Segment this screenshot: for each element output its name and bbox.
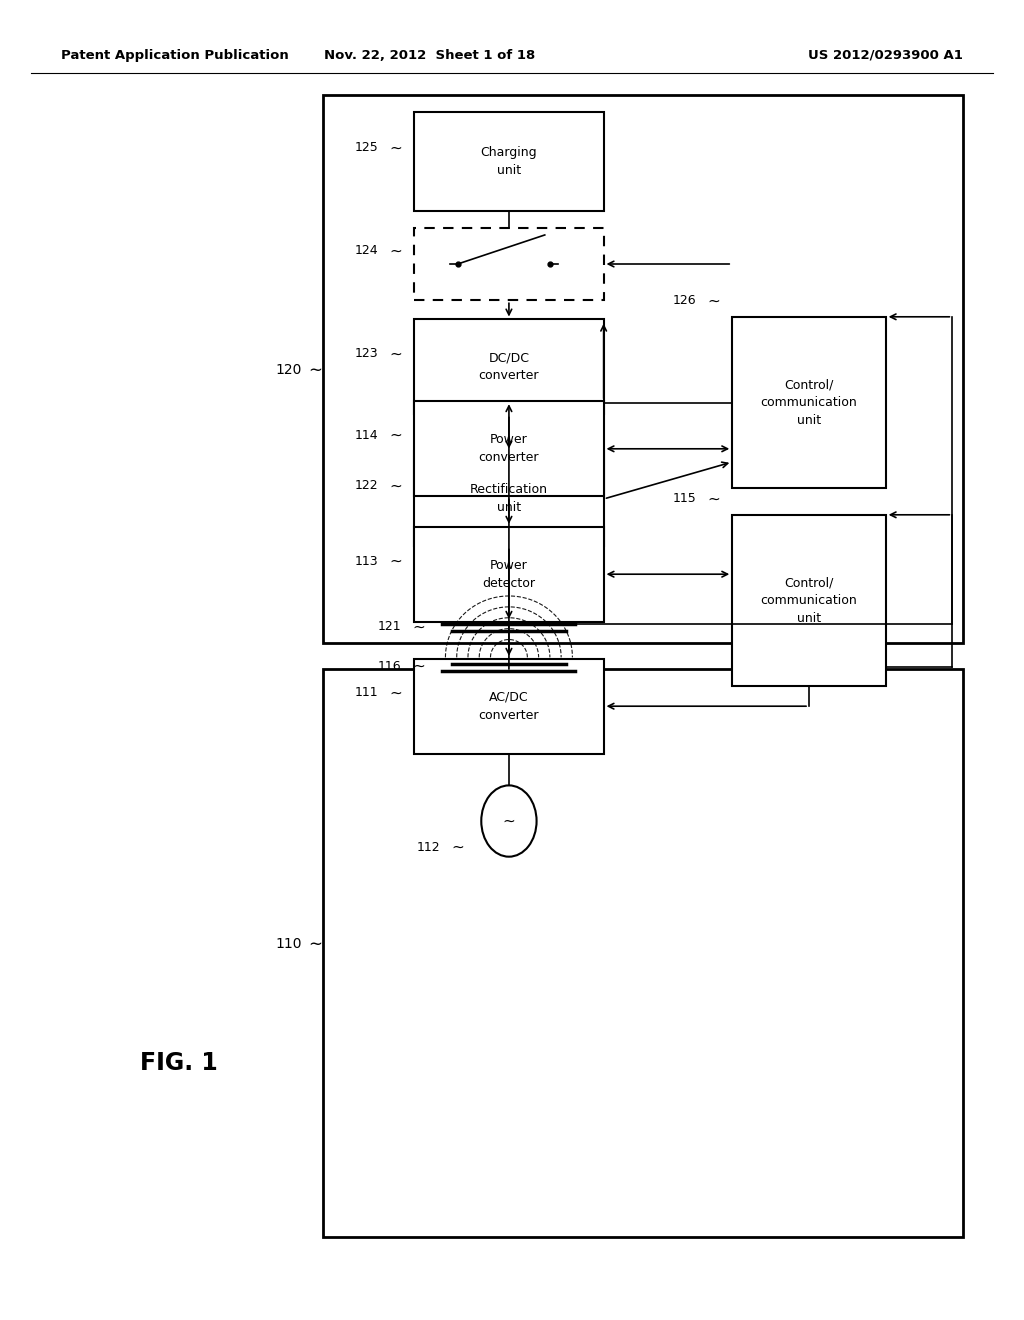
Text: 121: 121 [378, 620, 401, 634]
Text: 115: 115 [673, 492, 696, 506]
Text: Control/
communication
unit: Control/ communication unit [761, 576, 857, 626]
Text: ∼: ∼ [503, 813, 515, 829]
Text: ∼: ∼ [389, 553, 402, 569]
Text: 126: 126 [673, 294, 696, 308]
Text: 116: 116 [378, 660, 401, 673]
Text: Rectification
unit: Rectification unit [470, 483, 548, 515]
Text: Charging
unit: Charging unit [480, 145, 538, 177]
Text: 113: 113 [354, 554, 378, 568]
Text: 122: 122 [354, 479, 378, 492]
Text: ∼: ∼ [708, 293, 720, 309]
Text: 123: 123 [354, 347, 378, 360]
Bar [414, 112, 603, 210]
Text: ∼: ∼ [413, 619, 425, 635]
Text: Power
converter: Power converter [478, 433, 540, 465]
Text: US 2012/0293900 A1: US 2012/0293900 A1 [808, 49, 963, 62]
Text: ∼: ∼ [389, 685, 402, 701]
Text: ∼: ∼ [389, 428, 402, 444]
Text: ∼: ∼ [708, 491, 720, 507]
Bar [414, 451, 603, 546]
Text: Nov. 22, 2012  Sheet 1 of 18: Nov. 22, 2012 Sheet 1 of 18 [325, 49, 536, 62]
Bar [732, 317, 886, 488]
Text: 124: 124 [354, 244, 378, 257]
Bar [414, 227, 603, 300]
Text: ∼: ∼ [389, 243, 402, 259]
Text: FIG. 1: FIG. 1 [140, 1051, 218, 1074]
Text: ∼: ∼ [389, 346, 402, 362]
Bar [732, 515, 886, 686]
Bar [414, 319, 603, 414]
Text: Power
detector: Power detector [482, 558, 536, 590]
Text: ∼: ∼ [308, 360, 323, 379]
Text: 120: 120 [275, 363, 302, 376]
Text: 112: 112 [417, 841, 440, 854]
Bar [323, 95, 963, 643]
Text: 111: 111 [354, 686, 378, 700]
Text: ∼: ∼ [413, 659, 425, 675]
Bar [414, 527, 603, 622]
Text: 114: 114 [354, 429, 378, 442]
Text: 110: 110 [275, 937, 302, 950]
Text: ∼: ∼ [389, 478, 402, 494]
Text: ∼: ∼ [389, 140, 402, 156]
Bar [414, 401, 603, 496]
Text: DC/DC
converter: DC/DC converter [478, 351, 540, 383]
Text: 125: 125 [354, 141, 378, 154]
Text: ∼: ∼ [452, 840, 464, 855]
Text: ∼: ∼ [308, 935, 323, 953]
Bar [414, 659, 603, 754]
Text: Control/
communication
unit: Control/ communication unit [761, 378, 857, 428]
Bar [323, 669, 963, 1237]
Text: AC/DC
converter: AC/DC converter [478, 690, 540, 722]
Text: Patent Application Publication: Patent Application Publication [61, 49, 289, 62]
